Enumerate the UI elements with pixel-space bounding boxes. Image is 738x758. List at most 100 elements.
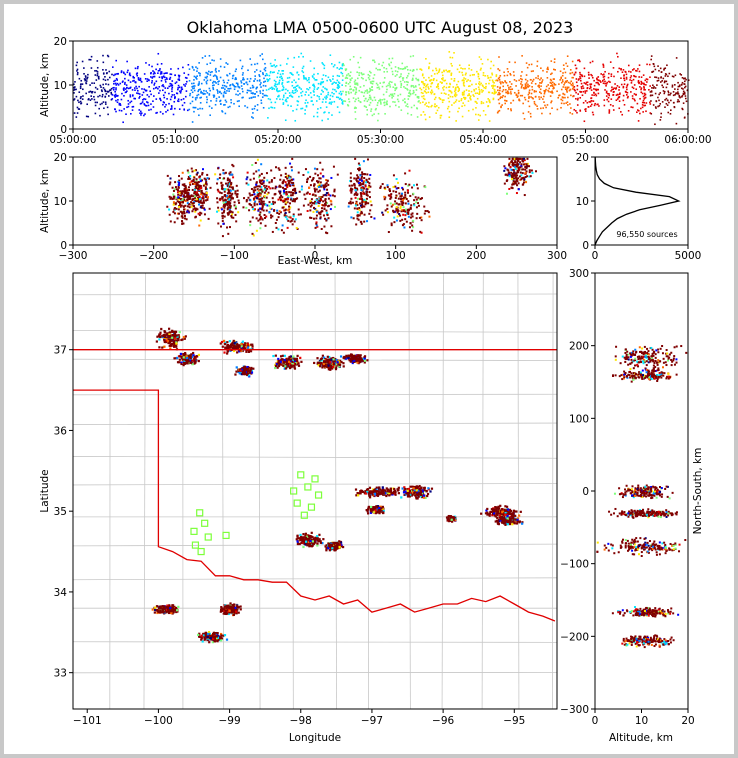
source-point	[359, 56, 362, 59]
source-point	[221, 235, 224, 238]
source-point	[545, 106, 547, 109]
source-point	[198, 196, 201, 199]
source-point	[604, 70, 606, 73]
source-point	[112, 88, 115, 91]
source-point	[134, 89, 136, 91]
source-point	[265, 209, 268, 212]
source-point	[201, 206, 204, 209]
source-point	[197, 90, 199, 93]
source-point	[231, 192, 234, 195]
source-point	[394, 87, 396, 90]
source-point	[542, 107, 545, 109]
source-point	[447, 97, 450, 100]
source-point	[235, 343, 238, 346]
source-point	[366, 220, 369, 223]
source-point	[478, 88, 480, 91]
source-point	[84, 76, 87, 78]
source-point	[394, 101, 396, 103]
source-point	[516, 174, 519, 177]
source-point	[101, 102, 103, 105]
source-point	[288, 76, 291, 79]
source-point	[257, 189, 260, 192]
source-point	[390, 196, 393, 199]
source-point	[214, 74, 216, 77]
source-point	[551, 72, 553, 75]
source-point	[225, 101, 228, 103]
source-point	[417, 79, 420, 82]
source-point	[197, 108, 199, 111]
source-point	[520, 81, 523, 83]
source-point	[307, 88, 310, 91]
source-point	[528, 105, 531, 108]
source-point	[267, 185, 270, 188]
source-point	[397, 100, 400, 103]
source-point	[525, 167, 528, 170]
source-point	[546, 71, 548, 73]
source-point	[261, 190, 264, 193]
source-point	[273, 84, 276, 87]
source-point	[189, 92, 192, 95]
source-point	[173, 334, 176, 338]
source-point	[357, 61, 359, 64]
source-point	[408, 169, 411, 172]
source-point	[150, 76, 152, 78]
source-point	[397, 94, 399, 97]
source-point	[218, 96, 220, 98]
source-point	[516, 161, 519, 164]
source-point	[571, 88, 574, 90]
source-point	[140, 80, 143, 83]
source-point	[319, 172, 322, 175]
source-point	[259, 207, 262, 210]
source-point	[113, 94, 116, 97]
source-point	[317, 72, 319, 75]
source-point	[427, 106, 430, 108]
source-point	[408, 91, 411, 94]
source-point	[641, 101, 644, 104]
source-point	[193, 188, 196, 191]
source-point	[406, 75, 409, 77]
source-point	[319, 107, 322, 109]
source-point	[402, 67, 405, 70]
source-point	[470, 98, 472, 101]
source-point	[193, 75, 196, 78]
source-point	[191, 363, 194, 366]
source-point	[296, 104, 299, 106]
source-point	[321, 89, 323, 92]
source-point	[670, 92, 672, 95]
source-point	[566, 79, 568, 82]
source-point	[392, 86, 395, 89]
source-point	[496, 111, 499, 114]
source-point	[360, 175, 363, 178]
source-point	[645, 110, 647, 113]
source-point	[394, 75, 397, 77]
source-point	[130, 112, 132, 115]
source-point	[296, 71, 299, 74]
source-point	[180, 338, 183, 342]
source-point	[193, 195, 196, 198]
source-point	[282, 88, 284, 91]
source-point	[360, 189, 363, 192]
source-point	[223, 84, 226, 87]
source-point	[76, 106, 79, 109]
source-point	[222, 339, 226, 343]
source-point	[514, 160, 517, 163]
source-point	[206, 196, 209, 199]
source-point	[197, 181, 200, 184]
source-point	[186, 362, 189, 365]
source-point	[383, 71, 386, 73]
source-point	[184, 195, 187, 198]
source-point	[171, 330, 174, 333]
source-point	[303, 193, 306, 196]
source-point	[358, 169, 361, 172]
source-point	[319, 83, 322, 86]
source-point	[313, 86, 316, 88]
source-point	[206, 79, 209, 82]
source-point	[229, 171, 232, 174]
source-point	[590, 86, 592, 89]
source-point	[404, 202, 407, 205]
source-point	[421, 81, 423, 83]
source-point	[643, 82, 645, 85]
source-point	[436, 72, 439, 75]
source-point	[666, 104, 669, 106]
source-point	[667, 90, 670, 93]
